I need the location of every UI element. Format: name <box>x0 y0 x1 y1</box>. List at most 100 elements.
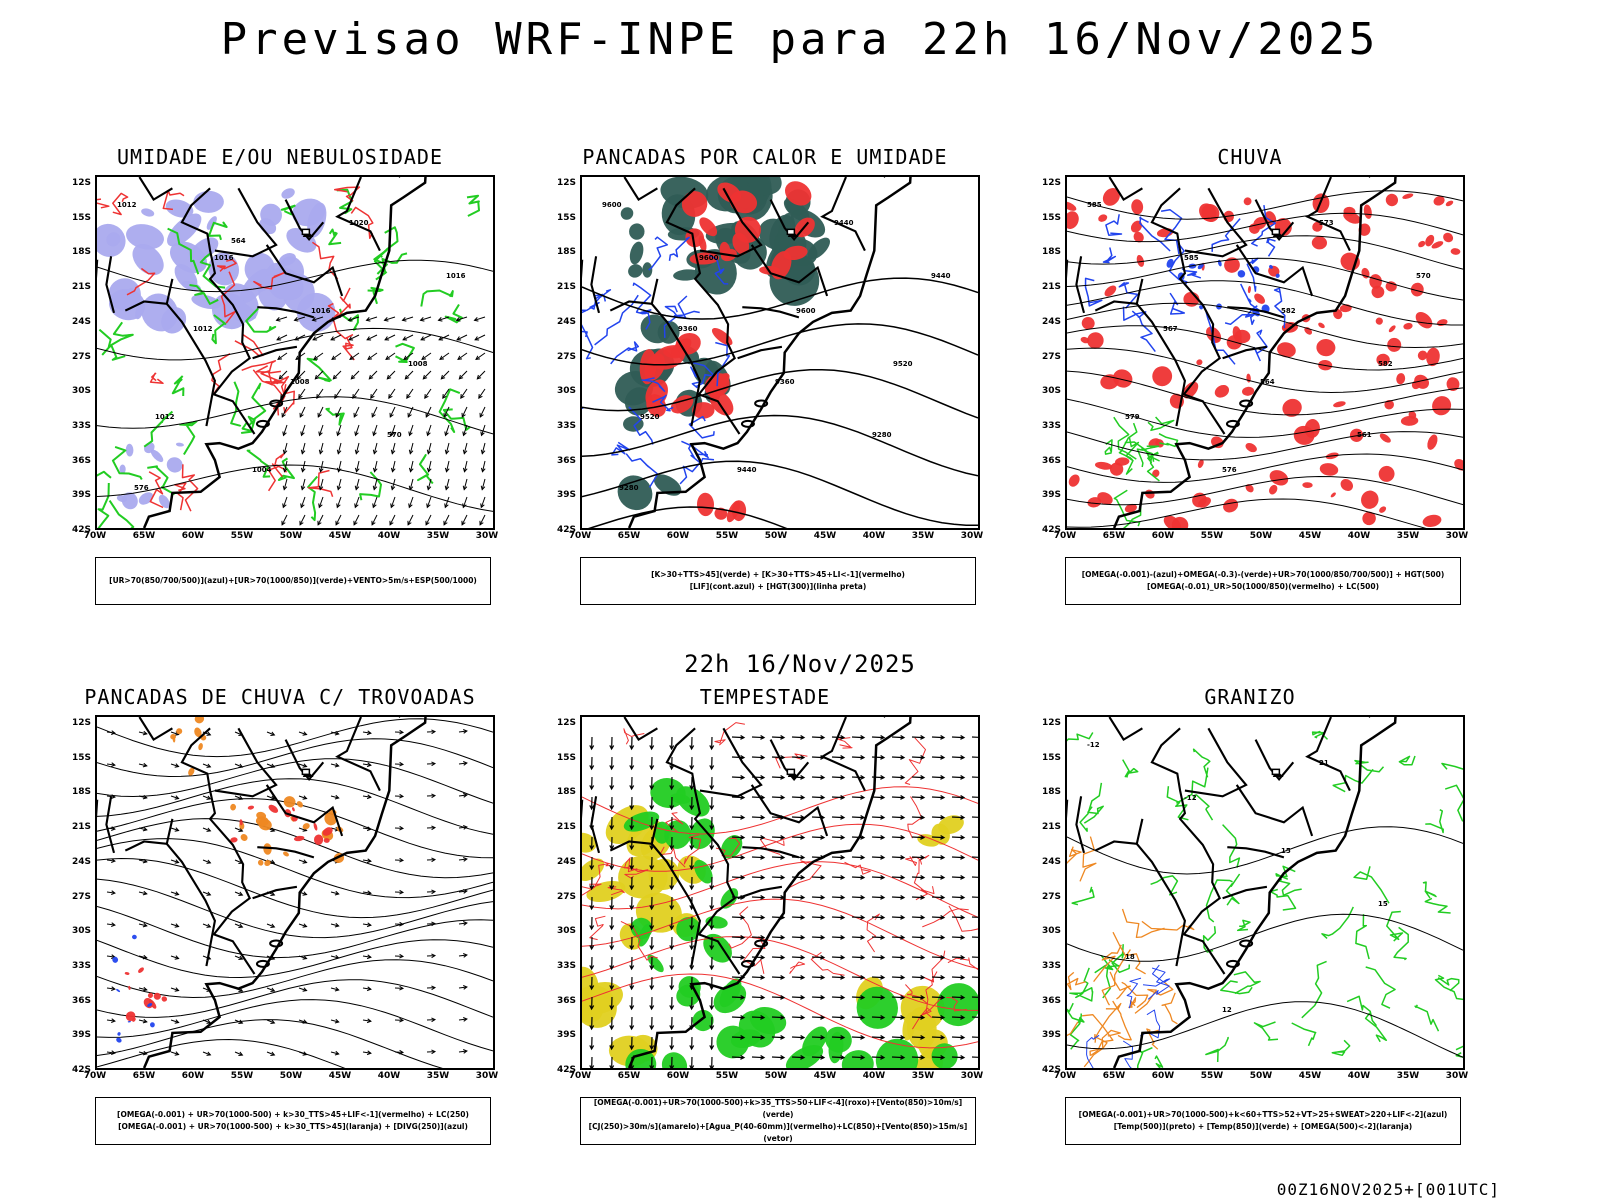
wind-vector <box>791 994 806 1000</box>
latitude-tick-label: 12S <box>71 718 91 728</box>
latitude-tick-label: 15S <box>1041 752 1061 763</box>
streamline-arrow <box>138 858 148 864</box>
wind-vector <box>282 460 288 473</box>
rain-red-area <box>1396 373 1406 385</box>
streamline-arrow <box>234 1019 244 1024</box>
wind-vector <box>931 1034 946 1040</box>
omega-orange-contour <box>1109 971 1132 1000</box>
contour-label: 9600 <box>796 307 816 315</box>
longitude-axis: 70W 65W 60W 55W 50W 45W 40W 35W 30W <box>1054 1071 1468 1085</box>
rain-red-area <box>1319 463 1339 476</box>
streamline-arrow <box>202 763 212 768</box>
water-red-contour <box>789 961 806 974</box>
wind-vector <box>371 514 378 526</box>
thickness-red-contour <box>181 464 199 512</box>
wind-vector <box>751 914 766 920</box>
streamline-arrow <box>106 986 116 991</box>
wind-vector <box>629 976 635 991</box>
thickness-red-contour <box>112 192 129 216</box>
streamline-arrow <box>170 1019 180 1024</box>
wind-vector <box>444 478 450 491</box>
wind-vector <box>609 956 615 971</box>
wind-vector <box>390 424 396 437</box>
temp850-green-contour <box>1444 784 1463 822</box>
instability-red-area <box>714 507 728 520</box>
temp850-green-contour <box>1422 881 1437 899</box>
lif-blue-contour <box>594 294 639 346</box>
wind-vector <box>871 754 886 760</box>
streamline-arrow <box>362 826 372 832</box>
streamline <box>97 857 493 919</box>
wind-vector <box>609 896 615 911</box>
wind-vector <box>318 496 324 509</box>
wind-vector <box>931 874 946 880</box>
contour-label: -12 <box>1087 741 1100 749</box>
kindex-green-area <box>629 241 644 265</box>
legend-line: [OMEGA(-0.001) + UR>70(1000-500) + k>30_… <box>118 1122 468 1131</box>
wind-vector <box>751 934 766 940</box>
wind-vector <box>444 496 450 509</box>
wind-vector <box>891 854 906 860</box>
thickness-red-contour <box>260 369 286 384</box>
streamline-arrow <box>234 763 244 768</box>
latitude-tick-label: 30S <box>1041 386 1061 397</box>
height-contour <box>1067 347 1463 394</box>
legend-line: [LIF](cont.azul) + [HGT(300)](linha pret… <box>689 582 867 591</box>
border-line <box>105 256 116 314</box>
streamline-arrow <box>362 1050 372 1056</box>
thunder-orange-area <box>188 767 195 776</box>
wind-vector <box>669 1056 675 1068</box>
border-line <box>1184 727 1248 798</box>
wind-vector <box>316 388 324 399</box>
contour-label: 1012 <box>193 325 213 333</box>
wind-vector <box>811 894 826 900</box>
contour-label: 9520 <box>640 413 660 421</box>
temp850-green-contour <box>1365 966 1396 1009</box>
water-red-contour <box>844 861 871 875</box>
wind-vector <box>388 388 396 399</box>
wind-vector <box>629 836 635 851</box>
wind-vector <box>709 956 715 971</box>
wind-vector <box>951 834 966 840</box>
humidity-green-contour <box>101 321 134 356</box>
wind-vector <box>791 954 806 960</box>
rain-red-area <box>1102 188 1120 206</box>
rain-red-area <box>1304 419 1320 438</box>
wind-green-area <box>937 983 978 1027</box>
longitude-tick-label: 50W <box>1249 531 1273 541</box>
streamline-arrow <box>170 1051 180 1056</box>
wind-vector <box>462 478 468 491</box>
contour-label: 9280 <box>619 484 639 492</box>
wind-vector <box>629 876 635 891</box>
wind-vector <box>318 460 324 473</box>
water-red-contour <box>946 997 968 1012</box>
wind-vector <box>811 734 826 740</box>
omega-green-contour <box>1141 448 1159 462</box>
humidity-green-contour <box>328 228 342 246</box>
water-red-contour <box>913 854 930 894</box>
lagoon <box>269 939 284 948</box>
thunder-red-area <box>147 992 154 999</box>
temp850-green-contour <box>1425 809 1444 834</box>
temp850-green-contour <box>1424 897 1451 914</box>
coastline-east <box>1112 177 1397 528</box>
wind-green-area <box>738 1010 776 1048</box>
water-red-contour <box>607 886 625 896</box>
omega-blue-contour <box>1251 204 1277 247</box>
streamline-arrow <box>394 1017 405 1023</box>
temp850-green-contour <box>1414 1004 1440 1032</box>
height-contour <box>582 460 978 527</box>
longitude-tick-label: 35W <box>911 1071 935 1081</box>
longitude-tick-label: 60W <box>666 531 690 541</box>
wind-vector <box>891 834 906 840</box>
border-line <box>1235 784 1314 837</box>
rain-red-area <box>1410 282 1424 297</box>
wind-vector <box>871 1054 886 1060</box>
wind-vector <box>336 424 342 437</box>
water-red-contour <box>905 856 923 866</box>
wind-vector <box>971 996 978 998</box>
lagoon <box>255 419 270 428</box>
temp850-green-contour <box>1393 926 1409 961</box>
coastline-east <box>627 177 912 528</box>
temp850-green-contour <box>1176 767 1209 804</box>
